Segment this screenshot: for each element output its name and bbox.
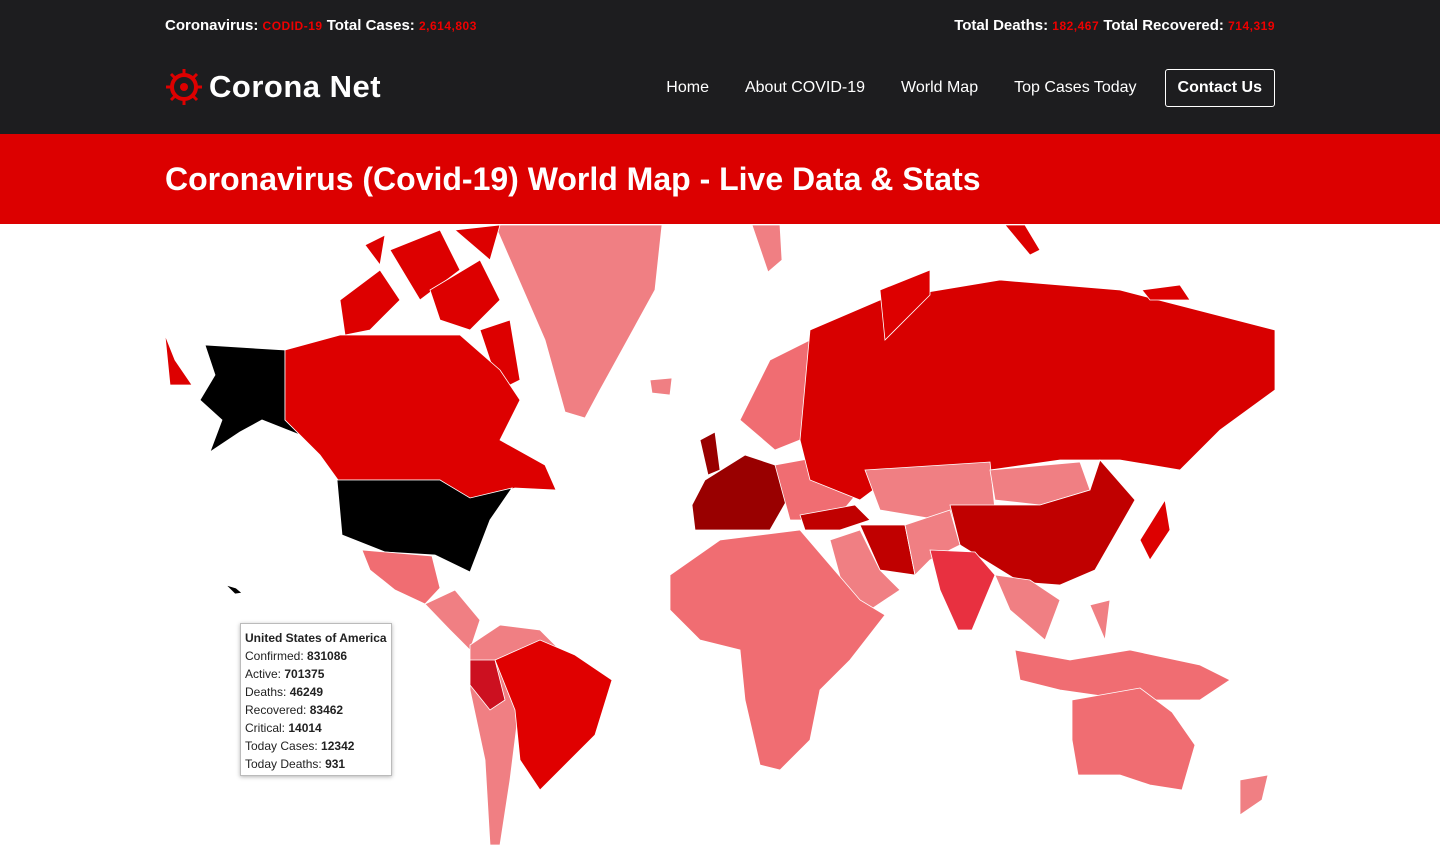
logo	[166, 69, 202, 105]
label: Total Cases:	[326, 17, 415, 34]
row-value: 831086	[307, 649, 348, 663]
country[interactable]	[284, 334, 557, 501]
contact-button[interactable]: Contact Us	[1164, 69, 1275, 107]
country[interactable]	[799, 279, 1276, 501]
row-value: 46249	[289, 685, 324, 699]
label: Coronavirus:	[165, 17, 259, 34]
row-label: Active:	[245, 667, 282, 681]
country[interactable]	[1239, 774, 1269, 816]
tooltip-row: Recovered: 83462	[245, 701, 387, 719]
row-label: Today Cases:	[245, 739, 318, 753]
banner-title: Coronavirus (Covid-19) World Map - Live …	[165, 161, 981, 197]
nav-link[interactable]: Home	[666, 79, 709, 96]
stats-bar: Coronavirus: CODID-19 Total Cases: 2,614…	[165, 17, 1275, 34]
world-map[interactable]	[0, 224, 1440, 847]
row-value: 14014	[288, 721, 322, 735]
header: Coronavirus: CODID-19 Total Cases: 2,614…	[0, 0, 1440, 134]
row-label: Today Deaths:	[245, 757, 322, 771]
nav-link[interactable]: Top Cases Today	[1014, 79, 1137, 96]
tooltip-row: Deaths: 46249	[245, 683, 387, 701]
tooltip: United States of America Confirmed: 8310…	[240, 623, 392, 776]
row-value: 12342	[321, 739, 355, 753]
row-label: Confirmed:	[245, 649, 304, 663]
country[interactable]	[949, 459, 1136, 586]
country[interactable]	[1089, 599, 1111, 642]
brand-name: Corona Net	[209, 69, 382, 104]
tooltip-row: Confirmed: 831086	[245, 647, 387, 665]
country[interactable]	[691, 454, 791, 531]
value: 182,467	[1052, 19, 1100, 33]
country[interactable]	[699, 431, 721, 476]
nav: Home About COVID-19 World Map Top Cases …	[666, 69, 1275, 107]
country[interactable]	[225, 584, 243, 595]
banner: Coronavirus (Covid-19) World Map - Live …	[0, 134, 1440, 224]
nav-link[interactable]: World Map	[901, 79, 979, 96]
label: Total Deaths:	[954, 17, 1049, 34]
value: 2,614,803	[418, 19, 477, 33]
tooltip-row: Active: 701375	[245, 665, 387, 683]
country[interactable]	[361, 549, 441, 605]
stats-right: Total Deaths: 182,467 Total Recovered: 7…	[954, 17, 1275, 34]
row-label: Deaths:	[245, 685, 287, 699]
country[interactable]	[469, 659, 506, 711]
stats-left: Coronavirus: CODID-19 Total Cases: 2,614…	[165, 17, 477, 34]
tooltip-row: Today Deaths: 931	[245, 755, 387, 773]
country[interactable]	[751, 224, 783, 273]
country[interactable]	[1004, 224, 1041, 256]
country[interactable]	[1141, 284, 1191, 301]
country[interactable]	[649, 377, 673, 396]
country[interactable]	[799, 504, 871, 531]
row-value: 83462	[309, 703, 344, 717]
row-label: Recovered:	[245, 703, 307, 717]
country[interactable]	[929, 549, 996, 631]
country[interactable]	[424, 589, 481, 651]
label: Total Recovered:	[1103, 17, 1224, 34]
nav-link[interactable]: About COVID-19	[744, 79, 866, 96]
brand[interactable]: Corona Net	[165, 68, 381, 106]
country[interactable]	[1014, 649, 1231, 701]
country[interactable]	[494, 224, 663, 419]
tooltip-row: Today Cases: 12342	[245, 737, 387, 755]
row-label: Critical:	[245, 721, 286, 735]
tooltip-title: United States of America	[245, 631, 387, 645]
country[interactable]	[994, 574, 1061, 641]
value: CODID-19	[262, 19, 323, 33]
country[interactable]	[1071, 687, 1196, 791]
row-value: 931	[325, 757, 346, 771]
arctic-islands[interactable]	[164, 224, 521, 391]
row-value: 701375	[284, 667, 325, 681]
country[interactable]	[1139, 498, 1171, 561]
country[interactable]	[879, 269, 931, 341]
continent[interactable]	[669, 529, 886, 771]
tooltip-row: Critical: 14014	[245, 719, 387, 737]
country[interactable]	[494, 639, 613, 791]
value: 714,319	[1228, 19, 1275, 33]
country[interactable]	[336, 479, 513, 573]
tooltip-rows: Confirmed: 831086 Active: 701375 Deaths: 4…	[245, 647, 387, 773]
